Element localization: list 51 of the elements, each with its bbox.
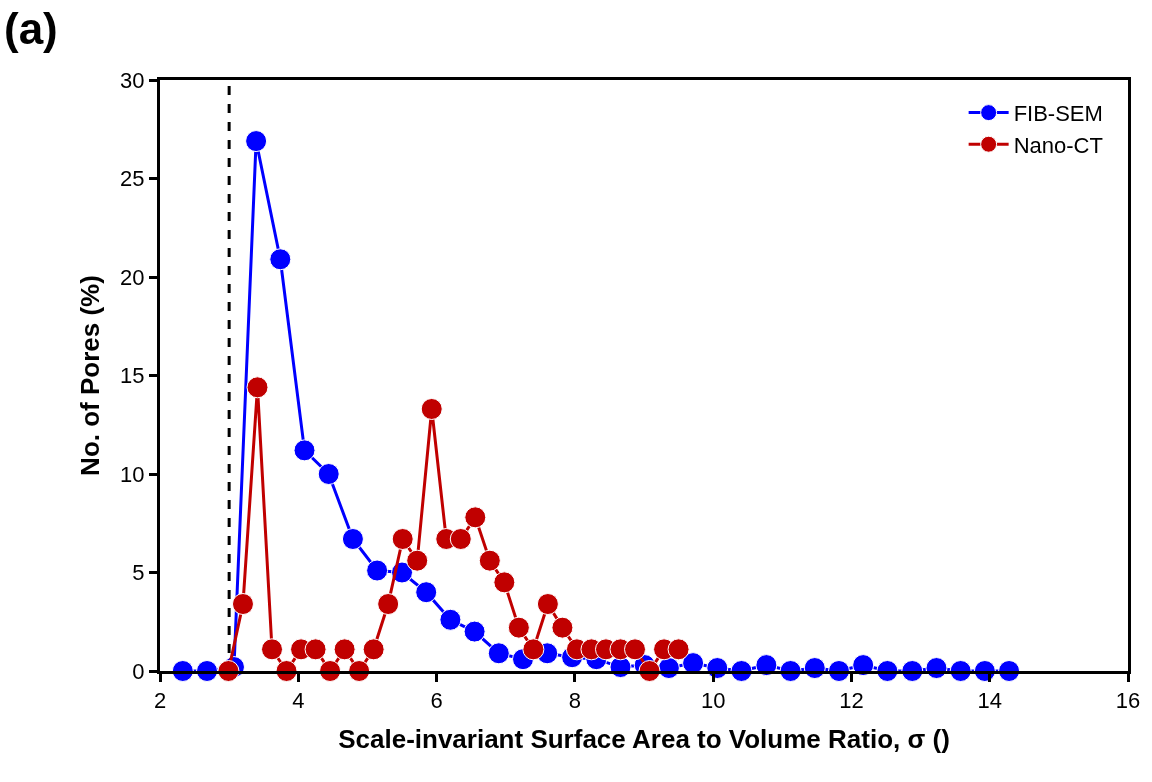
point: [463, 620, 486, 643]
point: [522, 638, 545, 661]
point: [406, 549, 429, 572]
point: [333, 638, 356, 661]
y-tick-label: 20: [120, 264, 145, 290]
point: [317, 463, 340, 485]
point: [261, 638, 284, 661]
point: [449, 528, 472, 550]
point: [667, 638, 690, 661]
point: [391, 528, 414, 550]
x-axis-title: Scale-invariant Surface Area to Volume Ratio, σ (): [338, 724, 950, 755]
point: [415, 581, 438, 604]
y-axis-title: No. of Pores (%): [74, 275, 105, 476]
y-tick-label: 30: [120, 67, 145, 93]
x-tick-label: 16: [1115, 688, 1141, 714]
y-tick-label: 5: [132, 560, 145, 586]
point: [341, 528, 364, 550]
point: [269, 248, 292, 271]
x-tick-label: 8: [568, 688, 581, 714]
point: [245, 130, 268, 153]
point: [507, 616, 530, 639]
point: [493, 571, 516, 594]
point: [362, 638, 385, 661]
x-tick-label: 2: [153, 688, 167, 714]
point: [478, 549, 501, 572]
x-tick-label: 6: [430, 688, 443, 714]
point: [464, 506, 487, 529]
legend-label: FIB-SEM: [1013, 101, 1103, 127]
point: [852, 654, 875, 677]
point: [377, 593, 400, 616]
point: [246, 376, 269, 399]
point: [231, 593, 254, 616]
point: [487, 642, 510, 665]
text: (a): [4, 4, 58, 53]
legend-label: Nano-CT: [1013, 132, 1103, 158]
point: [551, 616, 574, 639]
point: [293, 439, 316, 462]
y-tick-label: 10: [120, 461, 145, 487]
x-tick-label: 14: [977, 688, 1002, 714]
x-tick-label: 4: [292, 688, 305, 714]
y-tick-label: 25: [120, 166, 145, 192]
point: [536, 593, 559, 616]
point: [420, 397, 443, 420]
point: [304, 638, 327, 661]
x-tick-label: 12: [839, 688, 864, 714]
point: [624, 638, 647, 661]
y-tick-label: 15: [120, 363, 145, 389]
point: [366, 559, 389, 582]
y-tick-label: 0: [132, 658, 145, 684]
point: [439, 608, 462, 631]
x-tick-label: 10: [700, 688, 726, 714]
